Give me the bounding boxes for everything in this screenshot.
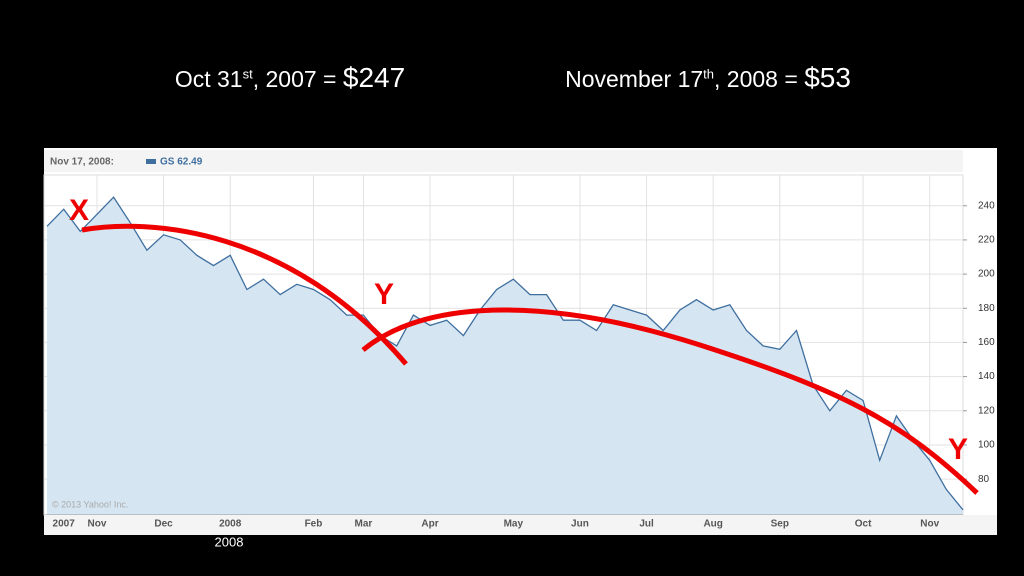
trend-curve: [361, 307, 979, 495]
y-tick-label: 220: [978, 235, 995, 246]
y-tick-label: 240: [978, 200, 995, 211]
x-sublabel: 2008: [215, 534, 244, 549]
x-tick-label: Oct: [855, 519, 872, 530]
x-tick-label: Dec: [154, 519, 173, 530]
x-tick-label: Nov: [920, 519, 939, 530]
chart-title: Nov 17, 2008:: [50, 157, 114, 168]
x-tick-label: 2008: [219, 519, 242, 530]
headline: Oct 31st, 2007 = $247: [175, 62, 405, 94]
x-tick-label: Mar: [355, 519, 373, 530]
x-tick-label: May: [504, 519, 524, 530]
annotation: Y: [374, 278, 394, 311]
headline-price: $247: [342, 62, 406, 93]
annotation: Y: [948, 433, 968, 466]
legend-swatch: [146, 159, 156, 164]
chart-header: [44, 150, 963, 172]
y-tick-label: 160: [978, 337, 995, 348]
y-tick-label: 140: [978, 371, 995, 382]
headline-text: , 2008 =: [714, 66, 805, 92]
headline-text: Oct 31: [174, 66, 243, 92]
x-tick-label: Apr: [421, 519, 438, 530]
x-tick-label: Feb: [305, 519, 323, 530]
x-tick-label: 2007: [53, 519, 76, 530]
trend-curve: [81, 223, 408, 366]
y-tick-label: 100: [978, 440, 995, 451]
headline-sup: st: [242, 66, 253, 82]
x-tick-label: Jun: [571, 519, 589, 530]
headline: November 17th, 2008 = $53: [565, 62, 851, 94]
x-axis-band: [44, 515, 997, 535]
area-fill: [47, 197, 963, 515]
x-tick-label: Nov: [88, 519, 107, 530]
credit: © 2013 Yahoo! Inc.: [52, 499, 128, 509]
y-tick-label: 80: [978, 474, 990, 485]
y-tick-label: 120: [978, 405, 995, 416]
x-tick-label: Jul: [639, 519, 654, 530]
x-tick-label: Aug: [703, 519, 722, 530]
annotation: X: [69, 194, 89, 227]
legend-label: GS 62.49: [160, 157, 203, 168]
y-tick-label: 180: [978, 303, 995, 314]
headline-price: $53: [804, 62, 851, 93]
headline-text: , 2007 =: [252, 66, 343, 92]
x-tick-label: Sep: [771, 519, 789, 530]
y-tick-label: 200: [978, 269, 995, 280]
price-line: [46, 196, 964, 511]
headline-text: November 17: [565, 66, 704, 92]
plot: 80 100 120 140 160 180 200 220 240 2007 Nov Dec 2008…: [43, 174, 997, 535]
headline-sup: th: [703, 66, 715, 82]
